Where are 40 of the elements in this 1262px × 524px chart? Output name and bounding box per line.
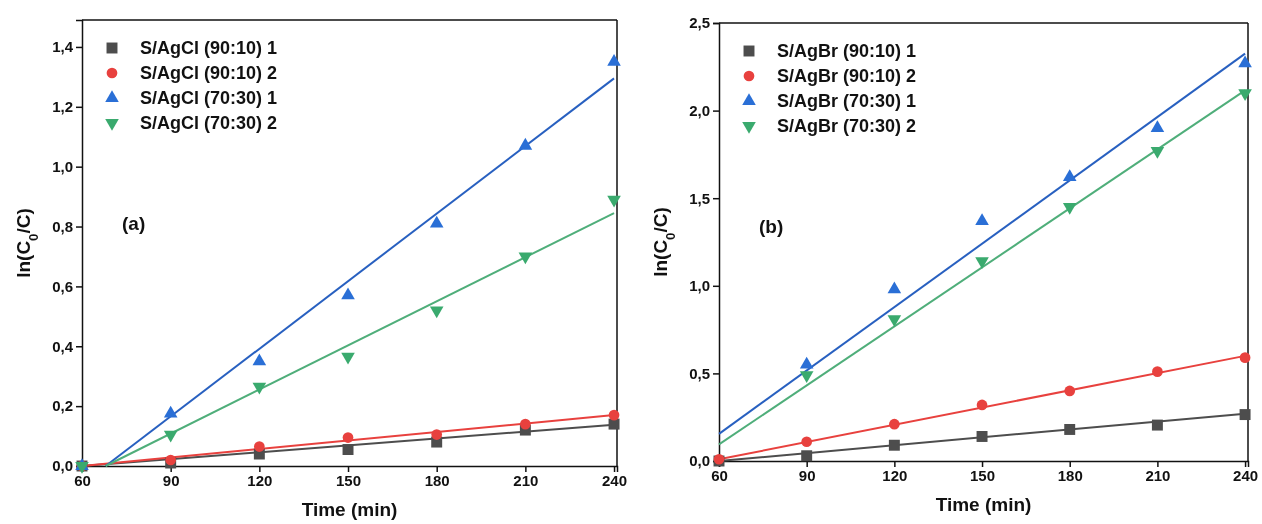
y-tick-label: 2,0 [689, 101, 710, 119]
annotation: (a) [122, 213, 146, 234]
y-tick-label: 0,2 [52, 397, 73, 415]
x-tick-label: 90 [798, 466, 816, 484]
y-tick-label: 2,5 [689, 14, 710, 32]
x-tick-label: 210 [1145, 466, 1171, 484]
y-tick-label: 0,0 [52, 457, 73, 475]
legend-label: S/AgCl (70:30) 1 [140, 88, 278, 108]
x-tick-label: 90 [162, 471, 180, 489]
x-tick-label: 180 [1057, 466, 1083, 484]
x-tick-label: 180 [424, 471, 450, 489]
x-tick-label: 150 [336, 471, 362, 489]
y-tick-label: 0,8 [52, 217, 73, 235]
y-tick-label: 0,4 [52, 337, 74, 355]
x-tick-label: 120 [247, 471, 273, 489]
y-tick-label: 1,0 [689, 277, 710, 295]
x-axis-title: Time (min) [935, 494, 1032, 515]
x-tick-label: 210 [513, 471, 539, 489]
x-tick-label: 240 [1233, 466, 1259, 484]
x-tick-label: 240 [602, 471, 628, 489]
legend-label: S/AgBr (90:10) 2 [777, 66, 917, 86]
x-axis-title: Time (min) [301, 499, 398, 520]
annotation: (b) [759, 216, 784, 237]
y-tick-label: 0,6 [52, 277, 73, 295]
x-tick-label: 150 [970, 466, 996, 484]
legend-label: S/AgCl (90:10) 2 [140, 63, 278, 83]
legend-label: S/AgCl (90:10) 1 [140, 38, 278, 58]
y-tick-label: 1,2 [52, 98, 73, 116]
y-tick-label: 0,0 [689, 452, 710, 470]
x-tick-label: 120 [882, 466, 908, 484]
x-tick-label: 60 [711, 466, 728, 484]
legend-label: S/AgBr (90:10) 1 [777, 41, 917, 61]
y-tick-label: 0,5 [689, 364, 710, 382]
y-tick-label: 1,0 [52, 157, 73, 175]
legend-label: S/AgBr (70:30) 2 [777, 116, 917, 136]
y-tick-label: 1,4 [52, 38, 74, 56]
y-tick-label: 1,5 [689, 189, 710, 207]
x-tick-label: 60 [74, 471, 91, 489]
legend-label: S/AgBr (70:30) 1 [777, 91, 917, 111]
legend-label: S/AgCl (70:30) 2 [140, 113, 278, 133]
